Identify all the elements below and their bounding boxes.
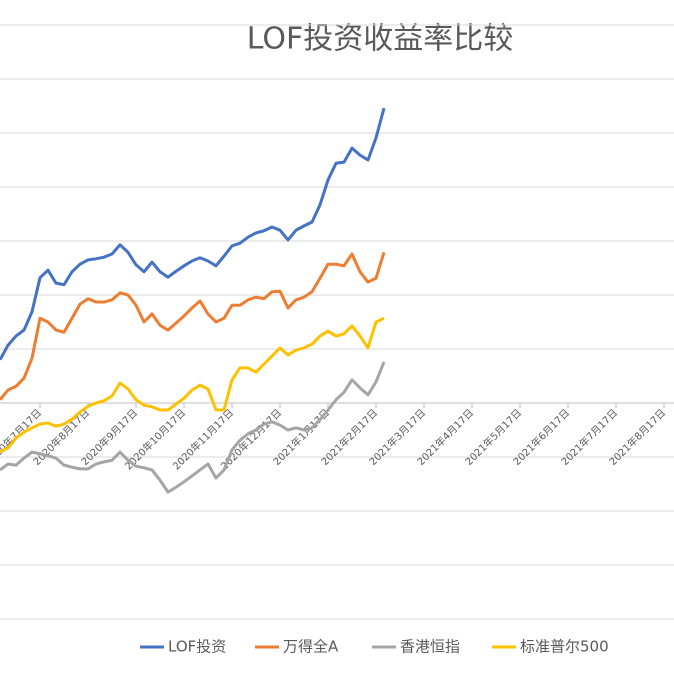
legend-label: 万得全A — [283, 638, 339, 656]
series-line — [0, 107, 386, 361]
chart-title: LOF投资收益率比较 — [247, 22, 514, 57]
series-line — [0, 251, 386, 401]
legend-label: 香港恒指 — [400, 638, 460, 656]
legend-label: LOF投资 — [168, 638, 226, 656]
series-line — [0, 316, 385, 454]
legend-label: 标准普尔500 — [520, 638, 609, 656]
series-line — [0, 361, 386, 494]
